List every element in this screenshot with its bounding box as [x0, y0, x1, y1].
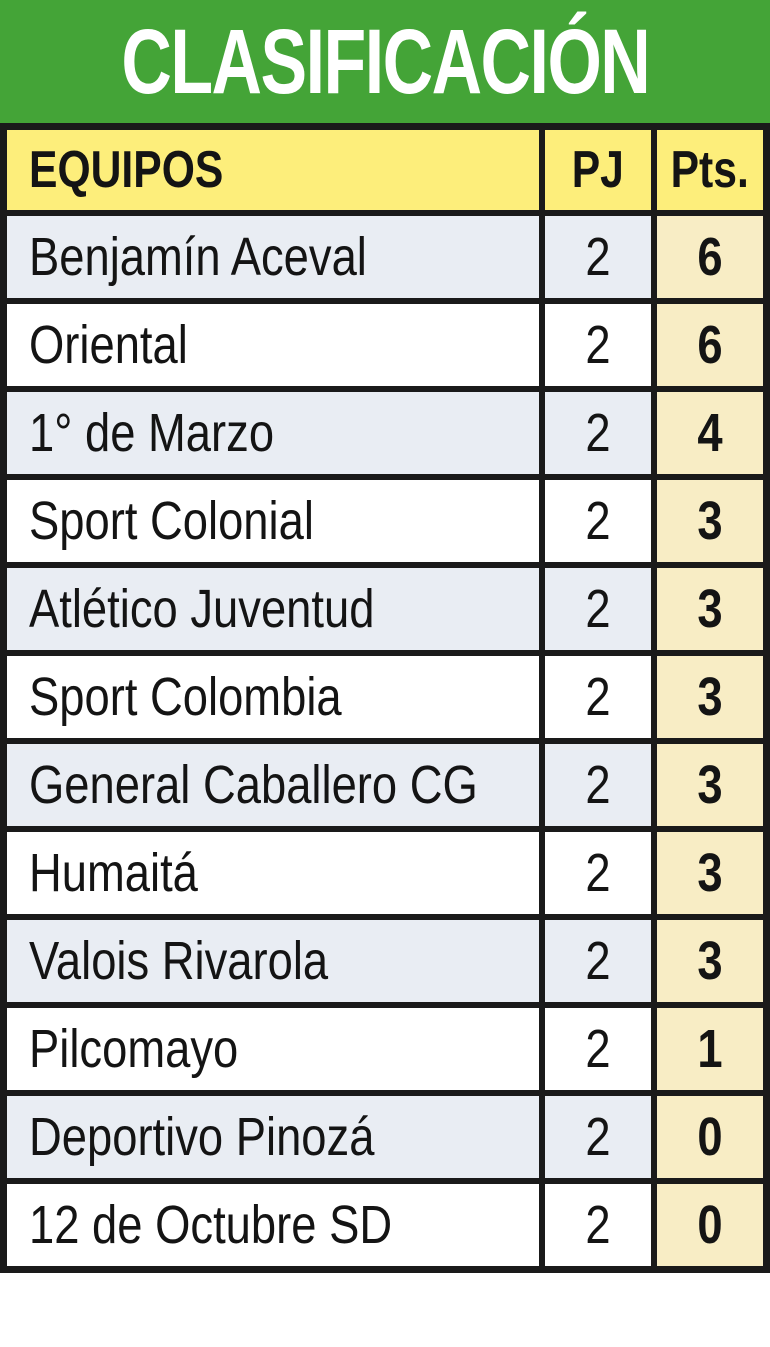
- pts-cell: 3: [651, 656, 763, 738]
- team-name: 12 de Octubre SD: [29, 1195, 393, 1255]
- pj-cell: 2: [539, 744, 651, 826]
- pj-cell: 2: [539, 656, 651, 738]
- team-name: Humaitá: [29, 843, 198, 903]
- pj-cell: 2: [539, 1184, 651, 1266]
- pts-cell: 3: [651, 920, 763, 1002]
- column-header-pj-label: PJ: [571, 141, 625, 199]
- team-name-cell: Humaitá: [7, 832, 539, 914]
- pj-value: 2: [585, 491, 611, 551]
- pj-value: 2: [585, 667, 611, 727]
- pj-value: 2: [585, 1195, 611, 1255]
- pj-value: 2: [585, 843, 611, 903]
- pj-value: 2: [585, 579, 611, 639]
- pts-cell: 4: [651, 392, 763, 474]
- pj-value: 2: [585, 227, 611, 287]
- team-name-cell: Benjamín Aceval: [7, 216, 539, 298]
- table-row: Deportivo Pinozá 2 0: [7, 1090, 763, 1178]
- column-header-equipos-label: EQUIPOS: [29, 141, 224, 199]
- team-name-cell: 1° de Marzo: [7, 392, 539, 474]
- pts-cell: 6: [651, 304, 763, 386]
- pj-value: 2: [585, 1107, 611, 1167]
- pts-cell: 0: [651, 1184, 763, 1266]
- team-name: Oriental: [29, 315, 188, 375]
- pj-value: 2: [585, 403, 611, 463]
- team-name-cell: Oriental: [7, 304, 539, 386]
- team-name-cell: General Caballero CG: [7, 744, 539, 826]
- pj-value: 2: [585, 931, 611, 991]
- pj-cell: 2: [539, 920, 651, 1002]
- team-name: 1° de Marzo: [29, 403, 275, 463]
- pts-value: 0: [697, 1195, 723, 1255]
- pj-cell: 2: [539, 568, 651, 650]
- table-row: Sport Colonial 2 3: [7, 474, 763, 562]
- pts-value: 3: [697, 667, 723, 727]
- table-row: 12 de Octubre SD 2 0: [7, 1178, 763, 1266]
- pj-value: 2: [585, 315, 611, 375]
- team-name: Benjamín Aceval: [29, 227, 367, 287]
- table-header-row: EQUIPOS PJ Pts.: [7, 130, 763, 210]
- table-row: Humaitá 2 3: [7, 826, 763, 914]
- table-row: Oriental 2 6: [7, 298, 763, 386]
- pts-value: 6: [697, 227, 723, 287]
- team-name-cell: Atlético Juventud: [7, 568, 539, 650]
- column-header-pts-label: Pts.: [670, 141, 750, 199]
- pj-cell: 2: [539, 832, 651, 914]
- pj-cell: 2: [539, 480, 651, 562]
- team-name: General Caballero CG: [29, 755, 478, 815]
- title-banner: CLASIFICACIÓN: [0, 0, 770, 123]
- pts-value: 3: [697, 931, 723, 991]
- pts-value: 6: [697, 315, 723, 375]
- team-name: Pilcomayo: [29, 1019, 239, 1079]
- pts-cell: 6: [651, 216, 763, 298]
- team-name: Atlético Juventud: [29, 579, 375, 639]
- table-row: Benjamín Aceval 2 6: [7, 210, 763, 298]
- team-name-cell: Deportivo Pinozá: [7, 1096, 539, 1178]
- pj-value: 2: [585, 1019, 611, 1079]
- standings-table: EQUIPOS PJ Pts. Benjamín Aceval 2 6 Orienta…: [0, 123, 770, 1273]
- pts-cell: 0: [651, 1096, 763, 1178]
- pts-cell: 3: [651, 568, 763, 650]
- pts-cell: 3: [651, 480, 763, 562]
- team-name: Sport Colombia: [29, 667, 342, 727]
- table-row: Sport Colombia 2 3: [7, 650, 763, 738]
- standings-widget: CLASIFICACIÓN EQUIPOS PJ Pts. Benjamín A…: [0, 0, 770, 1273]
- pts-cell: 3: [651, 832, 763, 914]
- team-name-cell: 12 de Octubre SD: [7, 1184, 539, 1266]
- pts-value: 3: [697, 491, 723, 551]
- column-header-pts: Pts.: [651, 130, 763, 210]
- table-row: Atlético Juventud 2 3: [7, 562, 763, 650]
- pts-cell: 3: [651, 744, 763, 826]
- pj-cell: 2: [539, 1008, 651, 1090]
- pj-cell: 2: [539, 1096, 651, 1178]
- team-name: Valois Rivarola: [29, 931, 329, 991]
- table-row: Valois Rivarola 2 3: [7, 914, 763, 1002]
- pts-value: 0: [697, 1107, 723, 1167]
- team-name-cell: Sport Colonial: [7, 480, 539, 562]
- pts-value: 3: [697, 579, 723, 639]
- team-name-cell: Valois Rivarola: [7, 920, 539, 1002]
- team-name: Sport Colonial: [29, 491, 314, 551]
- column-header-equipos: EQUIPOS: [7, 130, 539, 210]
- pj-cell: 2: [539, 392, 651, 474]
- table-row: General Caballero CG 2 3: [7, 738, 763, 826]
- team-name: Deportivo Pinozá: [29, 1107, 375, 1167]
- pts-value: 3: [697, 755, 723, 815]
- team-name-cell: Pilcomayo: [7, 1008, 539, 1090]
- pj-cell: 2: [539, 216, 651, 298]
- pts-value: 1: [697, 1019, 723, 1079]
- table-row: Pilcomayo 2 1: [7, 1002, 763, 1090]
- team-name-cell: Sport Colombia: [7, 656, 539, 738]
- pts-value: 3: [697, 843, 723, 903]
- table-row: 1° de Marzo 2 4: [7, 386, 763, 474]
- column-header-pj: PJ: [539, 130, 651, 210]
- table-body: Benjamín Aceval 2 6 Oriental 2 6 1° de Marzo 2 4…: [7, 210, 763, 1266]
- pj-cell: 2: [539, 304, 651, 386]
- pts-value: 4: [697, 403, 723, 463]
- pts-cell: 1: [651, 1008, 763, 1090]
- page-title: CLASIFICACIÓN: [121, 10, 650, 113]
- pj-value: 2: [585, 755, 611, 815]
